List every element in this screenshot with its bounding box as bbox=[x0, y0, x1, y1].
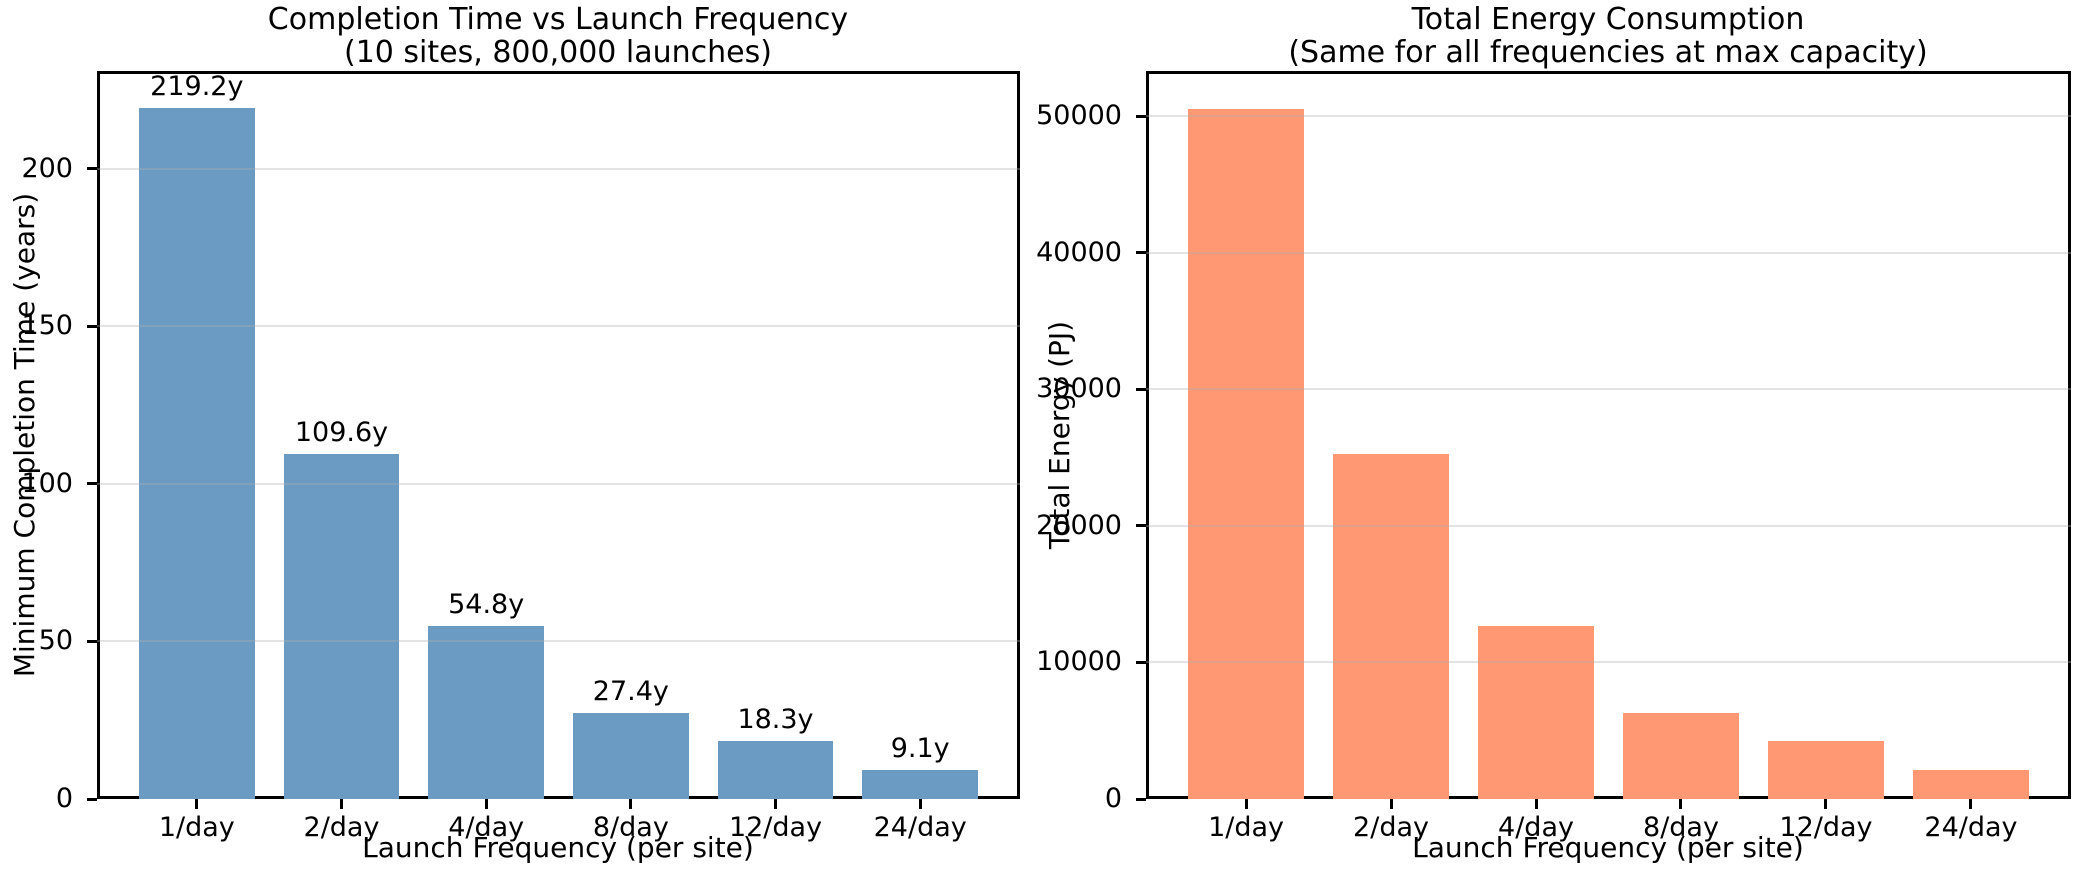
y-tick-label-200: 200 bbox=[21, 152, 73, 184]
bar-2/day bbox=[1333, 453, 1449, 799]
y-tick-0 bbox=[1136, 797, 1146, 801]
bar-12/day bbox=[717, 741, 834, 799]
left-x-axis-label: Launch Frequency (per site) bbox=[362, 831, 754, 864]
right-chart-title-line1: Total Energy Consumption bbox=[1411, 2, 1805, 37]
bar-24/day bbox=[862, 770, 979, 799]
left-plot-area bbox=[97, 71, 1020, 799]
x-tick-8/day bbox=[1679, 799, 1683, 809]
x-tick-1/day bbox=[195, 799, 199, 809]
x-tick-label-4/day: 4/day bbox=[1498, 812, 1574, 843]
x-tick-label-8/day: 8/day bbox=[592, 812, 669, 843]
y-tick-10000 bbox=[1136, 660, 1146, 664]
y-tick-label-40000: 40000 bbox=[1036, 236, 1122, 268]
x-tick-4/day bbox=[484, 799, 488, 809]
bar-2/day bbox=[283, 453, 400, 799]
x-tick-8/day bbox=[629, 799, 633, 809]
y-tick-30000 bbox=[1136, 387, 1146, 391]
y-gridline-200 bbox=[97, 167, 1020, 170]
bar-8/day bbox=[572, 712, 689, 799]
y-gridline-50 bbox=[97, 640, 1020, 643]
y-tick-150 bbox=[87, 324, 97, 328]
x-tick-12/day bbox=[1824, 799, 1828, 809]
x-tick-label-24/day: 24/day bbox=[873, 812, 967, 843]
y-tick-100 bbox=[87, 482, 97, 486]
x-tick-label-1/day: 1/day bbox=[1208, 812, 1284, 843]
bar-24/day bbox=[1912, 770, 2029, 799]
right-chart-title: Total Energy Consumption (Same for all f… bbox=[1208, 3, 2008, 69]
left-chart-subtitle: (10 sites, 800,000 launches) bbox=[344, 35, 772, 70]
right-plot-area bbox=[1146, 71, 2071, 799]
y-tick-50000 bbox=[1136, 114, 1146, 118]
right-y-axis-label: Total Energy (PJ) bbox=[1043, 320, 1076, 550]
y-gridline-100 bbox=[97, 482, 1020, 485]
y-tick-label-50000: 50000 bbox=[1036, 100, 1122, 132]
x-tick-label-1/day: 1/day bbox=[158, 812, 235, 843]
left-chart-title-line1: Completion Time vs Launch Frequency bbox=[267, 2, 849, 37]
x-tick-label-8/day: 8/day bbox=[1643, 812, 1719, 843]
x-tick-label-24/day: 24/day bbox=[1924, 812, 2018, 843]
y-tick-20000 bbox=[1136, 524, 1146, 528]
x-tick-2/day bbox=[339, 799, 343, 809]
x-tick-1/day bbox=[1244, 799, 1248, 809]
x-tick-label-2/day: 2/day bbox=[1353, 812, 1429, 843]
bar-1/day bbox=[1188, 108, 1305, 799]
bar-value-label: 9.1y bbox=[890, 733, 950, 765]
y-tick-40000 bbox=[1136, 251, 1146, 255]
bar-value-label: 54.8y bbox=[448, 589, 525, 621]
y-gridline-50000 bbox=[1146, 115, 2071, 118]
bar-8/day bbox=[1622, 712, 1739, 799]
bar-value-label: 219.2y bbox=[150, 71, 244, 103]
y-tick-label-50: 50 bbox=[38, 625, 73, 657]
x-tick-label-2/day: 2/day bbox=[303, 812, 380, 843]
bar-value-label: 27.4y bbox=[592, 675, 669, 707]
x-tick-label-4/day: 4/day bbox=[448, 812, 525, 843]
y-gridline-30000 bbox=[1146, 388, 2071, 391]
y-gridline-20000 bbox=[1146, 524, 2071, 527]
y-tick-label-0: 0 bbox=[55, 783, 73, 814]
bar-4/day bbox=[428, 626, 545, 799]
y-tick-label-10000: 10000 bbox=[1036, 646, 1122, 678]
left-chart-title: Completion Time vs Launch Frequency (10 … bbox=[158, 3, 958, 69]
x-tick-24/day bbox=[1969, 799, 1973, 809]
y-gridline-150 bbox=[97, 325, 1020, 328]
y-gridline-40000 bbox=[1146, 251, 2071, 254]
x-tick-label-12/day: 12/day bbox=[1779, 812, 1873, 843]
x-tick-label-12/day: 12/day bbox=[728, 812, 823, 843]
y-tick-label-150: 150 bbox=[21, 310, 73, 342]
bar-1/day bbox=[138, 108, 255, 799]
y-gridline-10000 bbox=[1146, 661, 2071, 664]
y-tick-label-30000: 30000 bbox=[1036, 373, 1122, 405]
x-tick-2/day bbox=[1389, 799, 1393, 809]
bar-value-label: 18.3y bbox=[737, 704, 814, 736]
x-tick-24/day bbox=[918, 799, 922, 809]
y-tick-0 bbox=[87, 797, 97, 801]
bar-4/day bbox=[1478, 626, 1594, 799]
y-tick-label-20000: 20000 bbox=[1036, 509, 1122, 541]
y-tick-50 bbox=[87, 639, 97, 643]
right-x-axis-label: Launch Frequency (per site) bbox=[1412, 831, 1804, 864]
x-tick-4/day bbox=[1534, 799, 1538, 809]
y-tick-label-0: 0 bbox=[1104, 783, 1122, 814]
bar-12/day bbox=[1767, 741, 1884, 799]
y-tick-label-100: 100 bbox=[21, 467, 73, 499]
x-tick-12/day bbox=[774, 799, 777, 809]
y-tick-200 bbox=[87, 167, 97, 171]
bar-value-label: 109.6y bbox=[294, 416, 389, 448]
right-chart-subtitle: (Same for all frequencies at max capacit… bbox=[1288, 35, 1928, 70]
